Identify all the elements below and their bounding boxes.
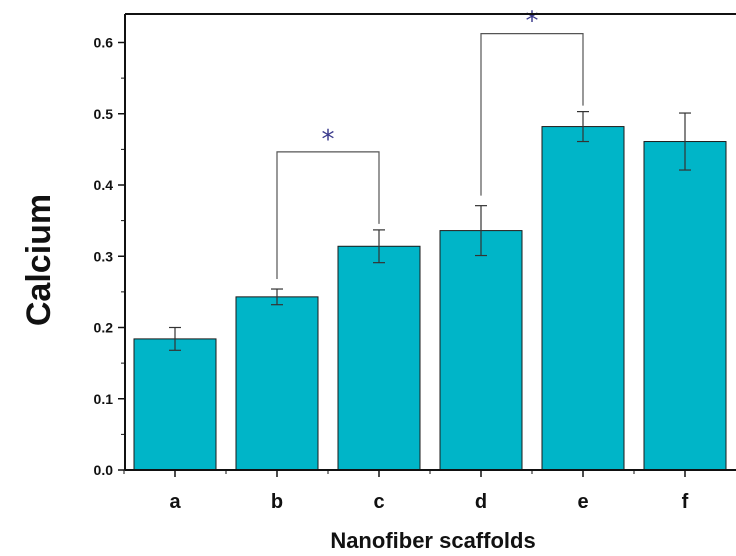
x-tick-label-a: a — [169, 491, 181, 513]
significance-group: ** — [276, 7, 584, 280]
x-tick-label-e: e — [577, 491, 588, 513]
bar-a — [133, 338, 217, 471]
x-axis-label: Nanofiber scaffolds — [330, 528, 535, 553]
bar-f — [643, 141, 727, 471]
significance-star-b-c: * — [322, 125, 335, 155]
significance-bracket-d-e — [480, 33, 584, 196]
y-tick-label: 0.6 — [94, 35, 114, 51]
bar-c — [337, 245, 421, 471]
y-axis-label: Calcium — [20, 194, 58, 326]
y-tick-label: 0.4 — [94, 177, 114, 193]
y-tick-label: 0.3 — [94, 248, 114, 264]
x-tick-label-b: b — [271, 491, 283, 513]
x-tick-label-d: d — [475, 491, 487, 513]
y-tick-label: 0.1 — [94, 391, 114, 407]
x-ticks-group: a b c d e f — [123, 470, 689, 513]
x-tick-label-f: f — [682, 491, 689, 513]
bar-d — [439, 230, 523, 471]
significance-bracket-b-c — [276, 151, 380, 280]
error-bars-group — [169, 111, 691, 351]
y-tick-label: 0.5 — [94, 106, 114, 122]
bar-b — [235, 296, 319, 471]
bar-e — [541, 126, 625, 471]
bars-group — [133, 126, 727, 471]
y-tick-label: 0.2 — [94, 320, 114, 336]
y-tick-label: 0.0 — [94, 462, 114, 478]
x-tick-label-c: c — [373, 491, 384, 513]
significance-star-d-e: * — [526, 7, 539, 37]
y-ticks-group: 0.0 0.1 0.2 0.3 0.4 0.5 0.6 — [94, 35, 125, 478]
